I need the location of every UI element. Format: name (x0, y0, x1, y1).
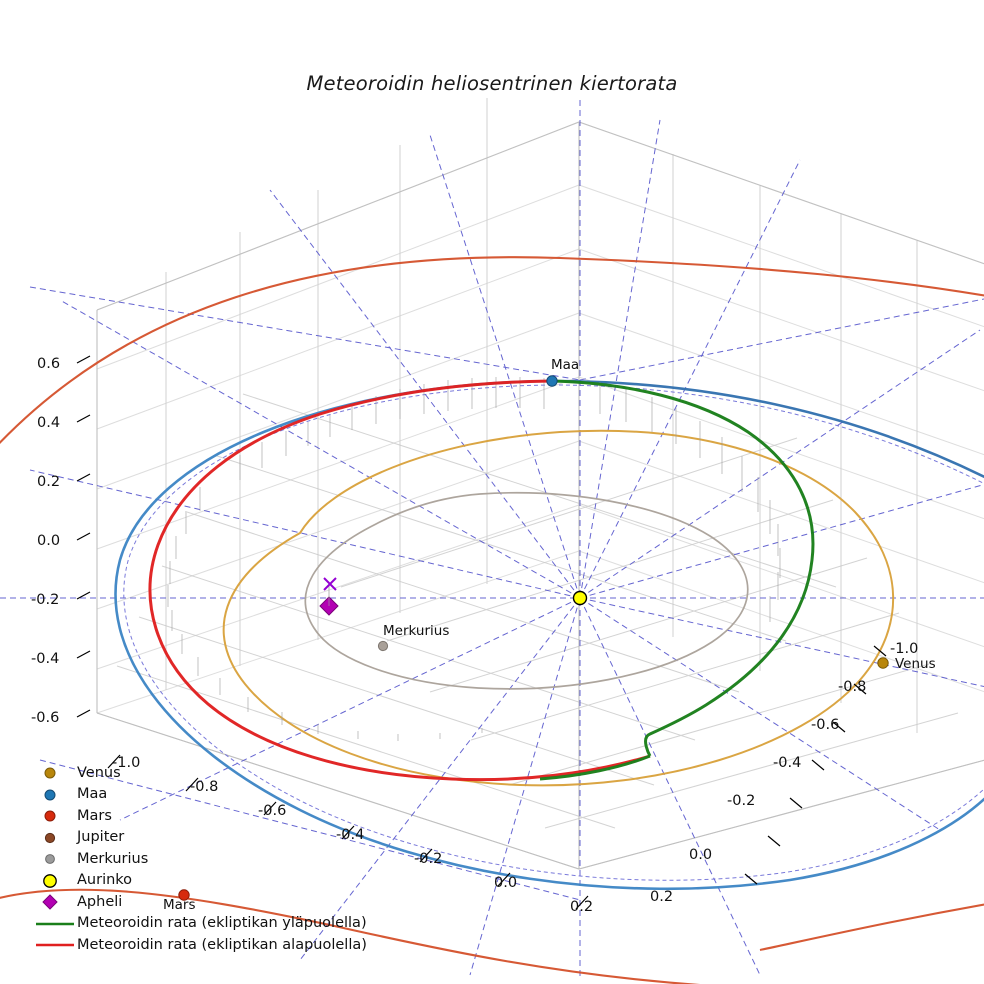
z-tick-label-2: 0.2 (37, 474, 61, 490)
legend-label-jupiter: Jupiter (77, 829, 125, 846)
label-venus: Venus (895, 656, 936, 672)
orbit-maa-projection-right (551, 384, 984, 485)
circle-marker-icon (33, 827, 77, 848)
marker-mars (178, 889, 190, 901)
circle-marker-icon (33, 784, 77, 805)
ecliptic-reference-lines (0, 100, 984, 980)
orbit-merkurius (304, 491, 749, 690)
orbit-mars-right (759, 903, 984, 952)
x-tick-label-0: -1.0 (112, 755, 141, 771)
z-tick-label-1: 0.4 (37, 415, 61, 431)
legend-item-aurinko[interactable]: Aurinko (33, 870, 343, 892)
meteoroid-orbit-above-ecliptic-b (539, 754, 651, 781)
orbit-mars (0, 888, 701, 984)
legend-item-apheli[interactable]: Apheli (33, 891, 343, 913)
z-tick-label-5: -0.4 (31, 651, 60, 667)
y-tick-label-2: -0.6 (811, 717, 840, 733)
legend-label-mars: Mars (77, 807, 112, 824)
circle-marker-icon (33, 805, 77, 826)
x-tick-label-1: -0.8 (190, 779, 219, 795)
page-title: Meteoroidin heliosentrinen kiertorata (306, 72, 678, 95)
marker-venus (877, 657, 889, 669)
x-tick-label-2: -0.6 (258, 803, 287, 819)
marker-merkurius (377, 640, 389, 652)
orbit-maa-upper-right (551, 379, 984, 479)
circle-marker-icon (33, 848, 77, 869)
orbit-maa-projection (123, 384, 984, 881)
circle-marker-icon (33, 762, 77, 783)
orbit-venus (222, 429, 895, 787)
meteoroid-drop-stems (167, 377, 781, 741)
legend-item-meteoroid-above[interactable]: Meteoroidin rata (ekliptikan yläpuolella… (33, 913, 367, 935)
z-tick-label-4: -0.2 (31, 592, 60, 608)
meteoroid-orbit-above-ecliptic (551, 379, 815, 757)
z-tick-label-6: -0.6 (31, 710, 60, 726)
label-maa: Maa (551, 357, 580, 373)
line-swatch-icon (33, 934, 77, 955)
legend-item-mars[interactable]: Mars (33, 805, 343, 827)
legend-label-apheli: Apheli (77, 893, 123, 910)
y-tick-label-6: 0.2 (650, 889, 674, 905)
x-tick-label-5: 0.0 (494, 875, 518, 891)
marker-maa (546, 375, 558, 387)
legend-item-venus[interactable]: Venus (33, 762, 343, 784)
y-tick-label-4: -0.2 (727, 793, 756, 809)
label-merkurius: Merkurius (383, 623, 450, 639)
legend-item-meteoroid-below[interactable]: Meteoroidin rata (ekliptikan alapuolella… (33, 934, 367, 956)
z-tick-label-3: 0.0 (37, 533, 61, 549)
legend-item-merkurius[interactable]: Merkurius (33, 848, 343, 870)
label-mars: Mars (163, 897, 196, 913)
y-tick-label-1: -0.8 (838, 679, 867, 695)
legend-label-venus: Venus (77, 764, 121, 781)
meteoroid-orbit-below-ecliptic (148, 379, 651, 782)
y-tick-label-3: -0.4 (773, 755, 802, 771)
x-tick-label-3: -0.4 (336, 827, 365, 843)
apheli-cross-icon (323, 577, 337, 591)
diamond-marker-icon (33, 891, 77, 912)
z-tick-label-0: 0.6 (37, 356, 61, 372)
legend-label-meteoroid-above: Meteoroidin rata (ekliptikan yläpuolella… (77, 915, 367, 932)
orbit-maa (114, 379, 984, 891)
axis-ticks (76, 355, 887, 910)
legend-item-maa[interactable]: Maa (33, 784, 343, 806)
legend-label-aurinko: Aurinko (77, 872, 133, 889)
legend-label-meteoroid-below: Meteoroidin rata (ekliptikan alapuolella… (77, 936, 367, 953)
x-tick-label-6: 0.2 (570, 899, 594, 915)
line-swatch-icon (33, 913, 77, 934)
y-tick-label-0: -1.0 (890, 641, 919, 657)
x-tick-label-4: -0.2 (414, 851, 443, 867)
legend-item-jupiter[interactable]: Jupiter (33, 827, 343, 849)
legend-label-maa: Maa (77, 786, 108, 803)
sun-marker-icon (33, 870, 77, 891)
legend-label-merkurius: Merkurius (77, 850, 149, 867)
orbit-jupiter (0, 256, 984, 445)
marker-aurinko (572, 590, 588, 606)
axes-pane-grid (96, 98, 984, 870)
y-tick-label-5: 0.0 (689, 847, 713, 863)
legend: Venus Maa Mars Jupiter Merkurius (33, 762, 367, 956)
